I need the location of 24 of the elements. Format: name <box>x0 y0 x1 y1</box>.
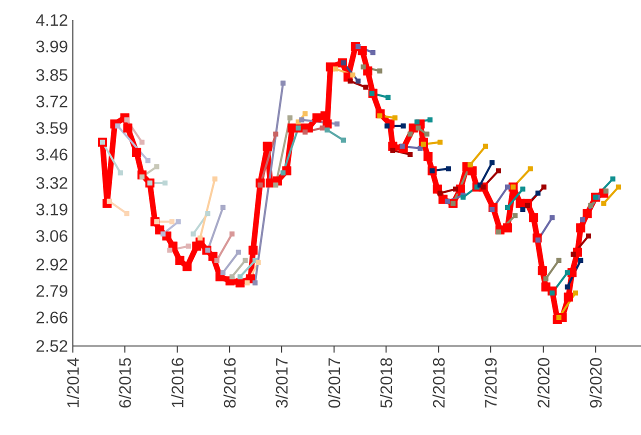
y-tick-label: 3.85 <box>36 69 68 81</box>
x-tick-label: 2/2018 <box>432 358 445 408</box>
x-tick-label: 0/2017 <box>328 358 340 408</box>
y-tick-label: 4.12 <box>36 14 68 26</box>
y-tick-label: 3.19 <box>36 204 68 216</box>
x-tick-label: 3/2017 <box>275 358 288 408</box>
y-tick-label: 3.32 <box>36 177 68 189</box>
y-tick-label: 3.59 <box>36 122 68 134</box>
x-tick-label: 6/2015 <box>118 358 131 408</box>
x-tick-label: 5/2018 <box>380 358 392 408</box>
x-tick-label: 2/2020 <box>537 358 550 408</box>
x-tick-label: 7/2019 <box>484 358 497 408</box>
y-tick-label: 2.52 <box>36 340 68 352</box>
x-tick-label: 1/2014 <box>66 358 79 408</box>
x-tick-label: 8/2016 <box>223 358 236 408</box>
y-tick-label: 2.92 <box>36 258 68 270</box>
y-tick-label: 2.66 <box>36 312 68 324</box>
x-tick-label: 1/2016 <box>171 358 184 408</box>
y-tick-label: 3.06 <box>36 230 68 242</box>
y-tick-label: 3.46 <box>36 148 68 160</box>
x-tick-label: 9/2020 <box>589 358 602 408</box>
y-tick-label: 3.72 <box>36 96 68 108</box>
y-tick-label: 3.99 <box>36 40 68 52</box>
y-tick-label: 2.79 <box>36 285 68 297</box>
